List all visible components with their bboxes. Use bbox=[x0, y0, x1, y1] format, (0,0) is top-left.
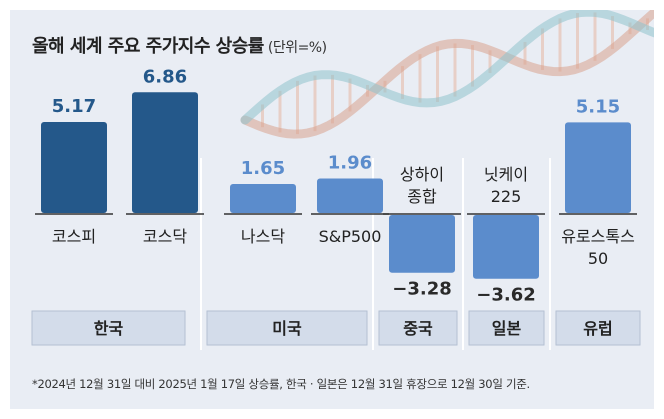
bar-6 bbox=[565, 122, 631, 213]
bars bbox=[35, 92, 637, 279]
category-label-4: 상하이 bbox=[400, 165, 444, 184]
category-label-4: 종합 bbox=[407, 187, 437, 206]
chart-unit: (단위=%) bbox=[267, 40, 327, 56]
group-labels: 한국 미국 중국 일본 유럽 bbox=[31, 310, 641, 346]
group-label-4: 유럽 bbox=[583, 319, 612, 338]
footnote: *2024년 12월 31일 대비 2025년 1월 17일 상승률, 한국 ·… bbox=[32, 377, 530, 391]
bar-5 bbox=[473, 215, 539, 279]
group-label-3: 일본 bbox=[492, 319, 522, 338]
bar-4 bbox=[389, 215, 455, 273]
value-label-2: 1.65 bbox=[241, 158, 285, 179]
group-box-3 bbox=[468, 310, 545, 346]
dna-strand bbox=[240, 10, 654, 125]
chart-title-text: 올해 세계 주요 주가지수 상승률 bbox=[32, 36, 264, 57]
group-label-2: 중국 bbox=[403, 319, 433, 338]
value-label-0: 5.17 bbox=[52, 96, 96, 117]
chart-title: 올해 세계 주요 주가지수 상승률 (단위=%) bbox=[32, 32, 327, 58]
category-label-2: 나스닥 bbox=[241, 227, 285, 246]
category-label-3: S&P500 bbox=[319, 227, 382, 246]
labels: 5.17 코스피 6.86 코스닥 1.65 나스닥 1.96 S&P500 −3.28 상하이종… bbox=[52, 66, 635, 305]
dna-illustration bbox=[240, 10, 654, 139]
dna-strand bbox=[240, 10, 654, 139]
bar-2 bbox=[230, 183, 296, 213]
value-label-3: 1.96 bbox=[328, 153, 372, 174]
category-label-1: 코스닥 bbox=[143, 227, 187, 246]
value-label-6: 5.15 bbox=[576, 96, 620, 117]
group-label-0: 한국 bbox=[94, 319, 124, 338]
category-label-6: 50 bbox=[588, 249, 608, 268]
value-label-1: 6.86 bbox=[143, 66, 187, 87]
group-label-1: 미국 bbox=[272, 319, 302, 338]
bar-3 bbox=[317, 178, 383, 213]
category-label-5: 닛케이 bbox=[484, 165, 528, 184]
chart-svg: 5.17 코스피 6.86 코스닥 1.65 나스닥 1.96 S&P500 −3.28 상하이종… bbox=[31, 10, 654, 350]
category-label-0: 코스피 bbox=[52, 227, 96, 246]
group-box-0 bbox=[31, 310, 186, 346]
category-label-5: 225 bbox=[491, 187, 522, 206]
category-label-6: 유로스톡스 bbox=[561, 227, 635, 246]
value-label-4: −3.28 bbox=[392, 279, 452, 300]
group-box-2 bbox=[378, 310, 458, 346]
bar-0 bbox=[41, 122, 107, 213]
group-box-4 bbox=[555, 310, 641, 346]
bar-1 bbox=[132, 92, 198, 213]
group-box-1 bbox=[206, 310, 368, 346]
value-label-5: −3.62 bbox=[476, 285, 536, 306]
